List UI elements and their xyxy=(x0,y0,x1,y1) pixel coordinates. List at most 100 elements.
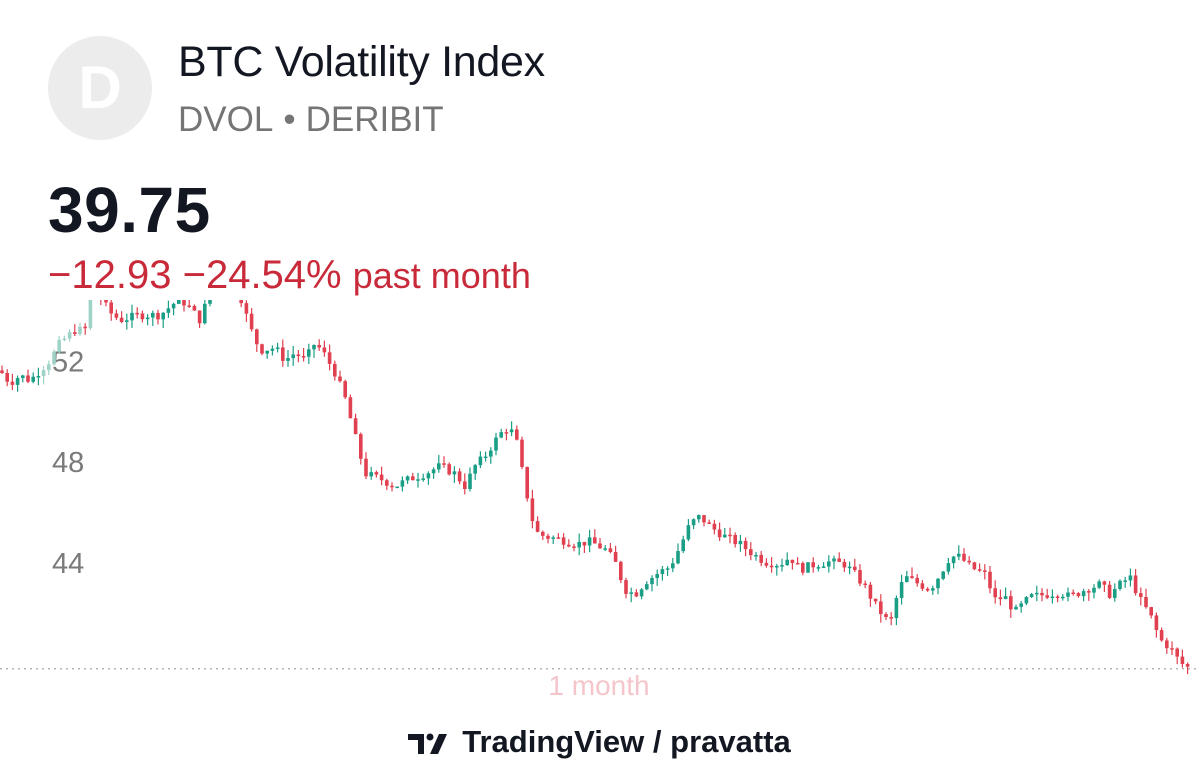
candle-body xyxy=(187,305,191,307)
candle-body xyxy=(36,375,41,378)
candle-body xyxy=(177,300,181,304)
candle-body xyxy=(119,317,124,322)
candle-body xyxy=(541,531,545,536)
candle-body xyxy=(951,556,956,564)
candle-body xyxy=(348,397,353,419)
candle-body xyxy=(816,567,821,569)
candle-body xyxy=(343,381,347,398)
candle-body xyxy=(853,566,857,571)
candle-body xyxy=(1159,630,1164,641)
candle-body xyxy=(676,551,680,564)
candle-body xyxy=(499,432,503,438)
candle-body xyxy=(1014,606,1018,610)
candle-body xyxy=(723,534,727,538)
candle-body xyxy=(582,541,587,546)
candle-body xyxy=(447,464,451,475)
candle-body xyxy=(5,373,9,382)
candle-body xyxy=(889,617,893,619)
candle-body xyxy=(385,480,389,486)
candle-body xyxy=(379,474,384,481)
candle-body xyxy=(832,558,836,562)
change-percent: −24.54% xyxy=(182,253,342,297)
candle-body xyxy=(962,553,966,561)
candle-body xyxy=(712,523,717,530)
candle-body xyxy=(977,569,982,571)
candle-body xyxy=(73,332,77,334)
footer-separator: / xyxy=(652,724,662,759)
candle-body xyxy=(842,561,847,568)
candle-body xyxy=(702,515,706,523)
candle-body xyxy=(416,479,420,481)
candle-body xyxy=(759,554,763,563)
candle-body xyxy=(561,537,566,545)
candle-body xyxy=(1092,587,1096,593)
candle-body xyxy=(535,521,540,532)
candle-body xyxy=(1019,603,1023,607)
candle-body xyxy=(775,565,779,568)
candle-body xyxy=(936,578,940,589)
candle-body xyxy=(806,562,810,573)
candle-body xyxy=(322,347,327,353)
candle-body xyxy=(489,450,493,457)
candle-body xyxy=(244,303,249,314)
candle-body xyxy=(67,332,72,339)
candle-body xyxy=(957,553,961,557)
candle-body xyxy=(686,525,691,540)
candle-body xyxy=(1097,581,1101,588)
candle-body xyxy=(353,418,358,435)
candle-body xyxy=(733,535,737,545)
candle-body xyxy=(660,569,665,575)
candle-body xyxy=(884,614,888,618)
candle-body xyxy=(1128,575,1133,581)
candle-body xyxy=(260,344,264,354)
candle-body xyxy=(1165,640,1169,649)
candle-body xyxy=(619,561,623,581)
candle-body xyxy=(567,544,571,547)
candle-body xyxy=(203,303,207,324)
candle-body xyxy=(1009,596,1013,610)
candle-body xyxy=(988,571,992,589)
candle-body xyxy=(837,558,841,562)
symbol-subtitle: DVOL • DERIBIT xyxy=(178,100,444,140)
candle-body xyxy=(1035,592,1039,595)
candle-body xyxy=(333,363,337,377)
candle-body xyxy=(442,463,446,465)
candle-body xyxy=(405,476,410,481)
candle-body xyxy=(275,347,280,349)
candle-body xyxy=(374,472,379,475)
candle-body xyxy=(764,562,769,566)
candle-body xyxy=(1107,584,1112,598)
candle-body xyxy=(1118,580,1122,589)
candle-body xyxy=(946,563,951,572)
candle-body xyxy=(743,540,748,550)
candle-body xyxy=(1180,656,1185,664)
candle-body xyxy=(270,348,275,351)
candle-body xyxy=(665,568,670,570)
time-range-label[interactable]: 1 month xyxy=(548,670,649,701)
candle-body xyxy=(1102,581,1107,585)
candle-body xyxy=(1081,591,1086,597)
candle-body xyxy=(437,463,441,470)
subtitle-separator: • xyxy=(283,100,296,139)
candle-body xyxy=(572,546,576,548)
candle-body xyxy=(603,548,607,550)
candle-body xyxy=(1066,592,1070,597)
candle-body xyxy=(296,354,301,357)
candle-body xyxy=(468,473,472,489)
candle-body xyxy=(83,326,87,329)
candle-body xyxy=(156,312,160,320)
candle-body xyxy=(1024,596,1029,604)
candle-body xyxy=(161,312,165,320)
candle-body xyxy=(265,350,269,354)
candle-body xyxy=(239,300,243,304)
price-chart[interactable]: 44 48 52 1 month xyxy=(0,300,1199,710)
candle-body xyxy=(587,537,592,546)
symbol-logo: D xyxy=(48,36,152,140)
candle-body xyxy=(57,339,61,352)
logo-letter: D xyxy=(78,54,122,121)
candle-body xyxy=(431,469,436,474)
candle-body xyxy=(281,347,285,361)
candle-body xyxy=(327,352,332,364)
y-tick-label: 52 xyxy=(52,346,84,378)
candle-body xyxy=(1170,648,1174,650)
